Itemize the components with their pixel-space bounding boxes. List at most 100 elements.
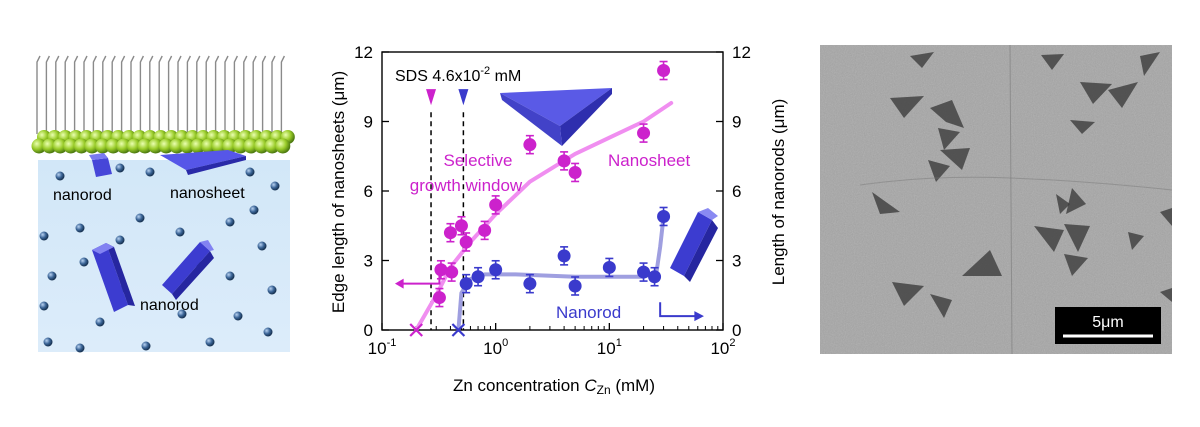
surfactant-chain (280, 55, 286, 134)
zinc-ion (179, 138, 195, 154)
zinc-ion (42, 138, 58, 154)
zinc-ion (275, 138, 291, 154)
nanosheet-data-point (434, 263, 448, 277)
scale-bar-label: 5μm (1092, 314, 1123, 331)
nanorod-solution-label: nanorod (140, 297, 199, 314)
grain-boundary (859, 176, 1172, 191)
schematic-panel: nanorod nanosheet nanorod (31, 55, 295, 353)
nanosheet-flake (1160, 208, 1172, 226)
nanosheet-flake (1064, 254, 1088, 276)
surfactant-chain (167, 55, 173, 134)
solution-ions (39, 163, 280, 353)
nanorod-data-point (637, 265, 651, 279)
surfactant-chain (261, 55, 267, 134)
y-right-tick-label: 9 (732, 113, 741, 132)
zinc-ion (105, 138, 121, 154)
y-axis-right-title: Length of nanorods (μm) (769, 99, 788, 286)
surfactant-chain (102, 55, 107, 134)
nanorod-data-point (471, 270, 485, 284)
nanosheet-flake (1108, 82, 1138, 108)
nanorod-data-point (568, 279, 582, 293)
surfactant-chain (139, 55, 145, 134)
y-right-tick-label: 12 (732, 43, 751, 62)
nanosheet-flake (890, 96, 924, 118)
nanosheet-flake (930, 100, 964, 128)
nanosheet-data-point (523, 138, 537, 152)
zinc-ion (116, 138, 132, 154)
y-right-tick-label: 6 (732, 182, 741, 201)
solution-ion (245, 167, 255, 177)
x-tick-label: 100 (483, 337, 508, 358)
solution-ion (43, 337, 53, 347)
selective-window-label-line1: Selective (444, 151, 513, 170)
nanosheet-flake (1128, 232, 1144, 250)
y-left-tick-label: 0 (364, 321, 373, 340)
zinc-ion (232, 138, 248, 154)
solution-ion (267, 285, 277, 295)
solution-ion (263, 327, 273, 337)
nanosheet-data-point (489, 198, 503, 212)
y-right-tick-label: 3 (732, 252, 741, 271)
zinc-ion (148, 138, 164, 154)
y-left-tick-label: 6 (364, 182, 373, 201)
solution-region (38, 160, 290, 352)
boundary-marker-triangle (426, 89, 437, 106)
nanorod-data-point (557, 249, 571, 263)
solution-ion (47, 271, 57, 281)
solution-ion (79, 257, 89, 267)
solution-ion (135, 213, 145, 223)
nanosheet-data-point (454, 219, 468, 233)
surfactant-chain (111, 55, 116, 134)
nanosheet-flake (1034, 226, 1064, 252)
chart-marks (394, 60, 704, 337)
zinc-ion (222, 138, 238, 154)
solution-ion (141, 341, 151, 351)
zinc-ion (158, 138, 174, 154)
x-tick-label: 101 (597, 337, 622, 358)
zinc-ion (84, 138, 100, 154)
nanosheet-data-point (568, 165, 582, 179)
nanorod-data-point (459, 277, 473, 291)
nanorod-surface-label: nanorod (53, 187, 112, 204)
zinc-ion (73, 138, 89, 154)
y-axis-left-title: Edge length of nanosheets (μm) (329, 71, 348, 313)
nanosheet-flake (892, 282, 924, 306)
surfactant-chain (233, 55, 239, 134)
solution-ion (249, 205, 259, 215)
solution-ion (39, 301, 49, 311)
y-left-tick-label: 12 (354, 43, 373, 62)
surfactant-chain (55, 55, 60, 134)
nanosheet-flake (928, 160, 950, 182)
right-axis-arrowhead (694, 311, 704, 322)
nanosheet-data-point (478, 223, 492, 237)
solution-ion (39, 231, 49, 241)
solution-ion (75, 343, 85, 353)
selective-window-label-line2: growth window (410, 176, 523, 195)
nanosheet-flake (962, 250, 1002, 276)
nanosheet-flake (910, 52, 934, 68)
solution-ion (175, 227, 185, 237)
nanosheet-series-label: Nanosheet (608, 151, 691, 170)
solution-ion (115, 235, 125, 245)
nanosheet-flakes (859, 45, 1172, 354)
nanosheet-flake (1056, 194, 1070, 214)
surfactant-chain (36, 55, 41, 134)
solution-ion (270, 181, 280, 191)
surfactant-chain (83, 55, 88, 134)
zinc-ion (137, 138, 153, 154)
nanorod-data-point (648, 270, 662, 284)
surfactant-chain (120, 55, 126, 134)
zinc-ion (190, 138, 206, 154)
nanosheet-data-point (637, 126, 651, 140)
nanorod-prism-icon (670, 208, 718, 282)
surface-nanosheet-icon (160, 150, 246, 175)
solution-ion (55, 171, 65, 181)
zinc-ion (52, 138, 68, 154)
nanosheet-flake (1140, 52, 1160, 76)
surfactant-chain (224, 55, 229, 134)
surfactant-chain (243, 55, 248, 134)
zinc-ion (201, 138, 217, 154)
surfactant-chain (64, 55, 69, 134)
